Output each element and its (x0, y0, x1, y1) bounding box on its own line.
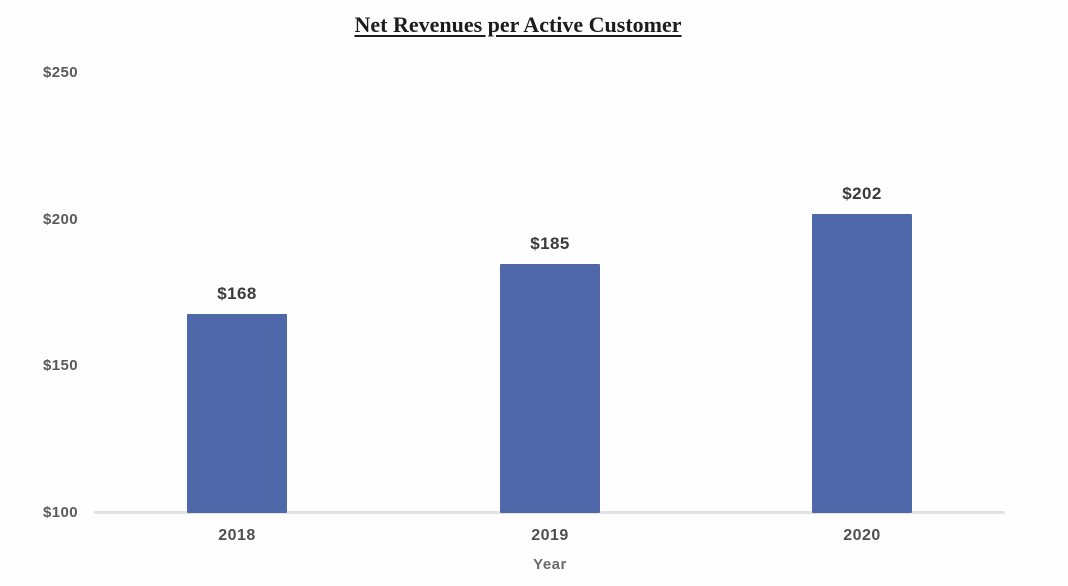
bar (500, 263, 600, 513)
bar-value-label: $202 (842, 183, 882, 203)
bar (187, 313, 287, 513)
bar-value-label: $168 (217, 283, 257, 303)
bar (812, 213, 912, 513)
bar-value-label: $185 (530, 233, 570, 253)
x-tick-label: 2018 (218, 527, 256, 544)
y-tick-label: $250 (43, 64, 78, 81)
y-tick-label: $100 (43, 504, 78, 521)
y-tick-label: $200 (43, 210, 78, 228)
y-tick-label: $150 (43, 357, 78, 375)
x-tick-label: 2019 (531, 527, 569, 544)
chart-title: Net Revenues per Active Customer (354, 12, 682, 37)
x-axis-title: Year (533, 556, 567, 573)
x-tick-label: 2020 (843, 527, 881, 544)
